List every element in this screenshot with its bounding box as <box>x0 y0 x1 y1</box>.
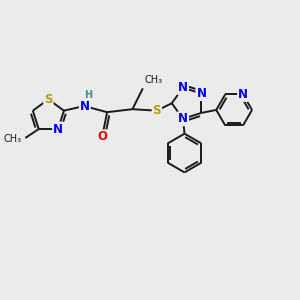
Text: S: S <box>153 104 161 117</box>
Text: CH₃: CH₃ <box>144 75 163 85</box>
Text: N: N <box>53 122 63 136</box>
Text: CH₃: CH₃ <box>4 134 22 144</box>
Text: N: N <box>80 100 90 113</box>
Text: N: N <box>178 81 188 94</box>
Text: O: O <box>98 130 108 143</box>
Text: S: S <box>44 93 52 106</box>
Text: N: N <box>238 88 248 101</box>
Text: N: N <box>196 87 206 100</box>
Text: N: N <box>178 112 188 125</box>
Text: H: H <box>84 90 92 100</box>
